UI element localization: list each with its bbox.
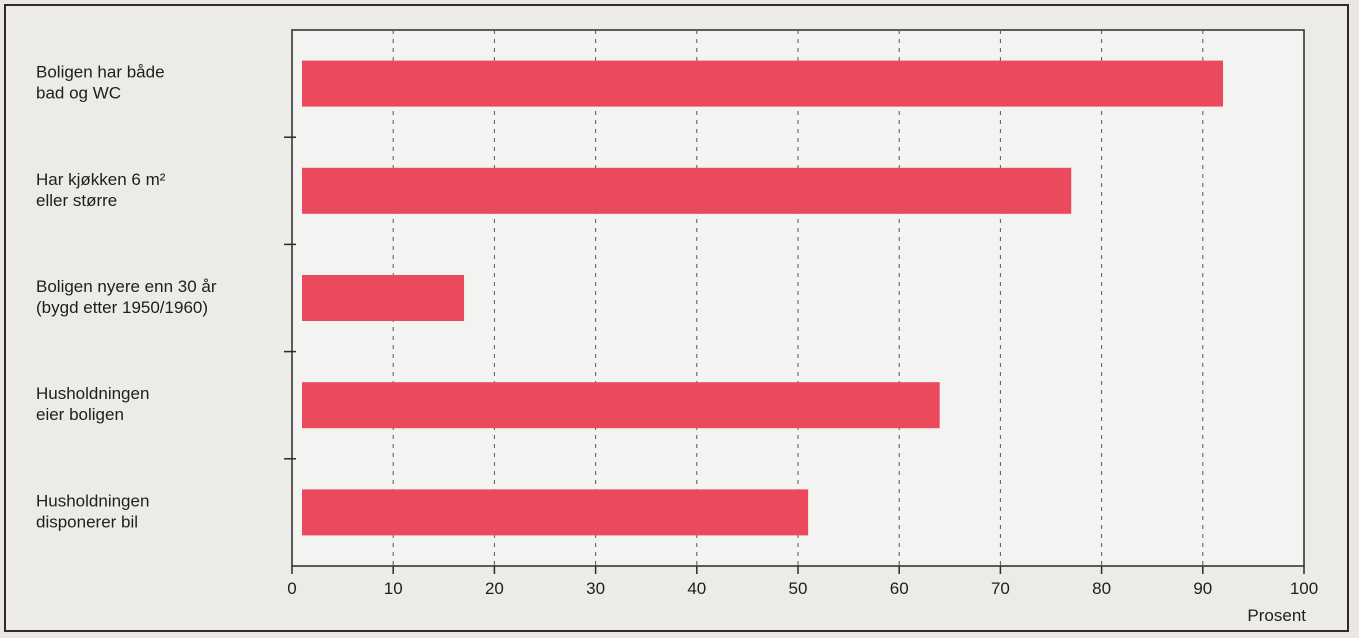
category-label-3: Husholdningen eier boligen (36, 384, 149, 424)
x-tick-label: 50 (789, 579, 808, 598)
category-label-line: Boligen nyere enn 30 år (36, 277, 217, 296)
category-label-1: Har kjøkken 6 m² eller større (36, 170, 166, 210)
category-label-line: eier boligen (36, 405, 124, 424)
bar-2 (302, 275, 465, 321)
category-label-line: Husholdningen (36, 491, 149, 510)
category-label-0: Boligen har både bad og WC (36, 63, 165, 103)
category-label-4: Husholdningen disponerer bil (36, 491, 149, 531)
bar-chart: Boligen har både bad og WC Har kjøkken 6 m… (36, 29, 1318, 625)
category-label-line: eller større (36, 191, 117, 210)
x-tick-label: 100 (1290, 579, 1318, 598)
x-tick-label: 80 (1092, 579, 1111, 598)
category-label-2: Boligen nyere enn 30 år (bygd etter 1950/… (36, 277, 217, 317)
x-axis-title: Prosent (1247, 606, 1306, 625)
x-tick-label: 90 (1193, 579, 1212, 598)
bar-0 (302, 60, 1224, 107)
x-tick-label: 70 (991, 579, 1010, 598)
category-label-line: Husholdningen (36, 384, 149, 403)
x-tick-label: 0 (287, 579, 296, 598)
x-tick-label: 20 (485, 579, 504, 598)
category-label-line: (bygd etter 1950/1960) (36, 298, 208, 317)
bar-1 (302, 167, 1072, 214)
bar-3 (302, 382, 940, 429)
bar-4 (302, 489, 809, 536)
category-label-line: Boligen har både (36, 63, 165, 82)
x-tick-label: 40 (687, 579, 706, 598)
x-tick-label: 10 (384, 579, 403, 598)
chart-frame: Boligen har både bad og WC Har kjøkken 6 m… (4, 4, 1349, 632)
category-label-line: Har kjøkken 6 m² (36, 170, 166, 189)
category-label-line: bad og WC (36, 84, 121, 103)
category-label-line: disponerer bil (36, 512, 138, 531)
x-tick-label: 30 (586, 579, 605, 598)
x-tick-label: 60 (890, 579, 909, 598)
